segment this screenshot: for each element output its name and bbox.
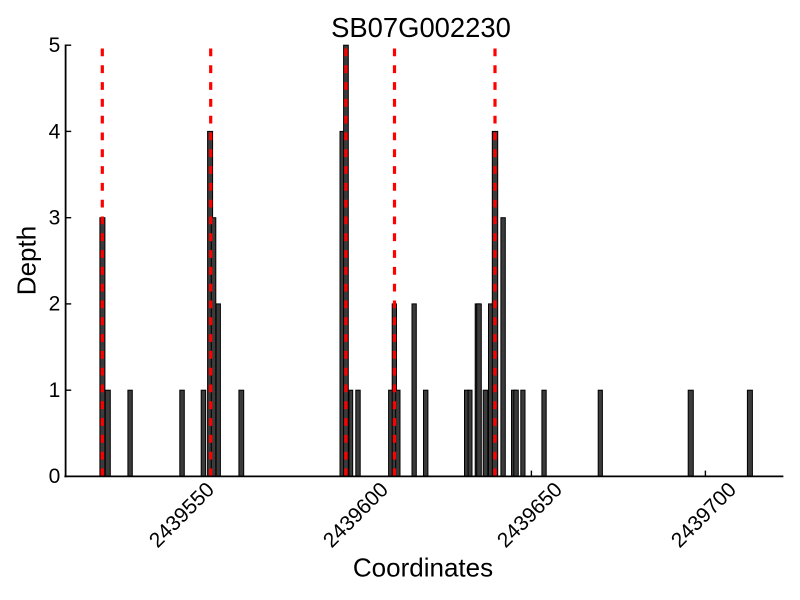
svg-text:2: 2 [49,293,61,316]
svg-text:4: 4 [49,120,61,143]
svg-text:1: 1 [49,379,61,402]
svg-text:3: 3 [49,207,61,230]
svg-text:Coordinates: Coordinates [353,553,493,583]
svg-text:5: 5 [49,34,61,57]
svg-text:0: 0 [49,465,61,488]
svg-text:SB07G002230: SB07G002230 [331,12,511,43]
svg-text:Depth: Depth [12,226,42,295]
